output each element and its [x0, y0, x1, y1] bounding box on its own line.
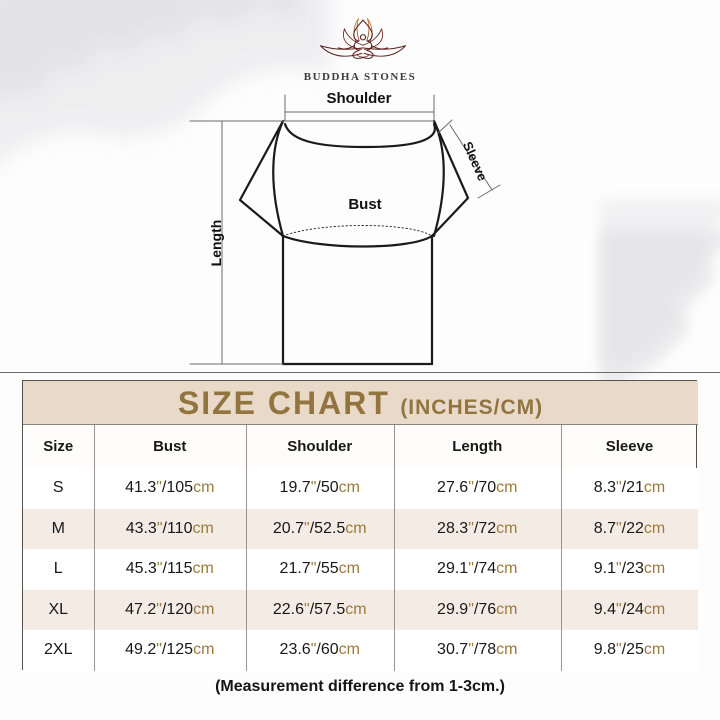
svg-text:Sleeve: Sleeve [460, 139, 490, 183]
svg-text:Bust: Bust [348, 196, 381, 213]
svg-text:Shoulder: Shoulder [326, 90, 391, 107]
svg-text:Length: Length [208, 220, 224, 267]
